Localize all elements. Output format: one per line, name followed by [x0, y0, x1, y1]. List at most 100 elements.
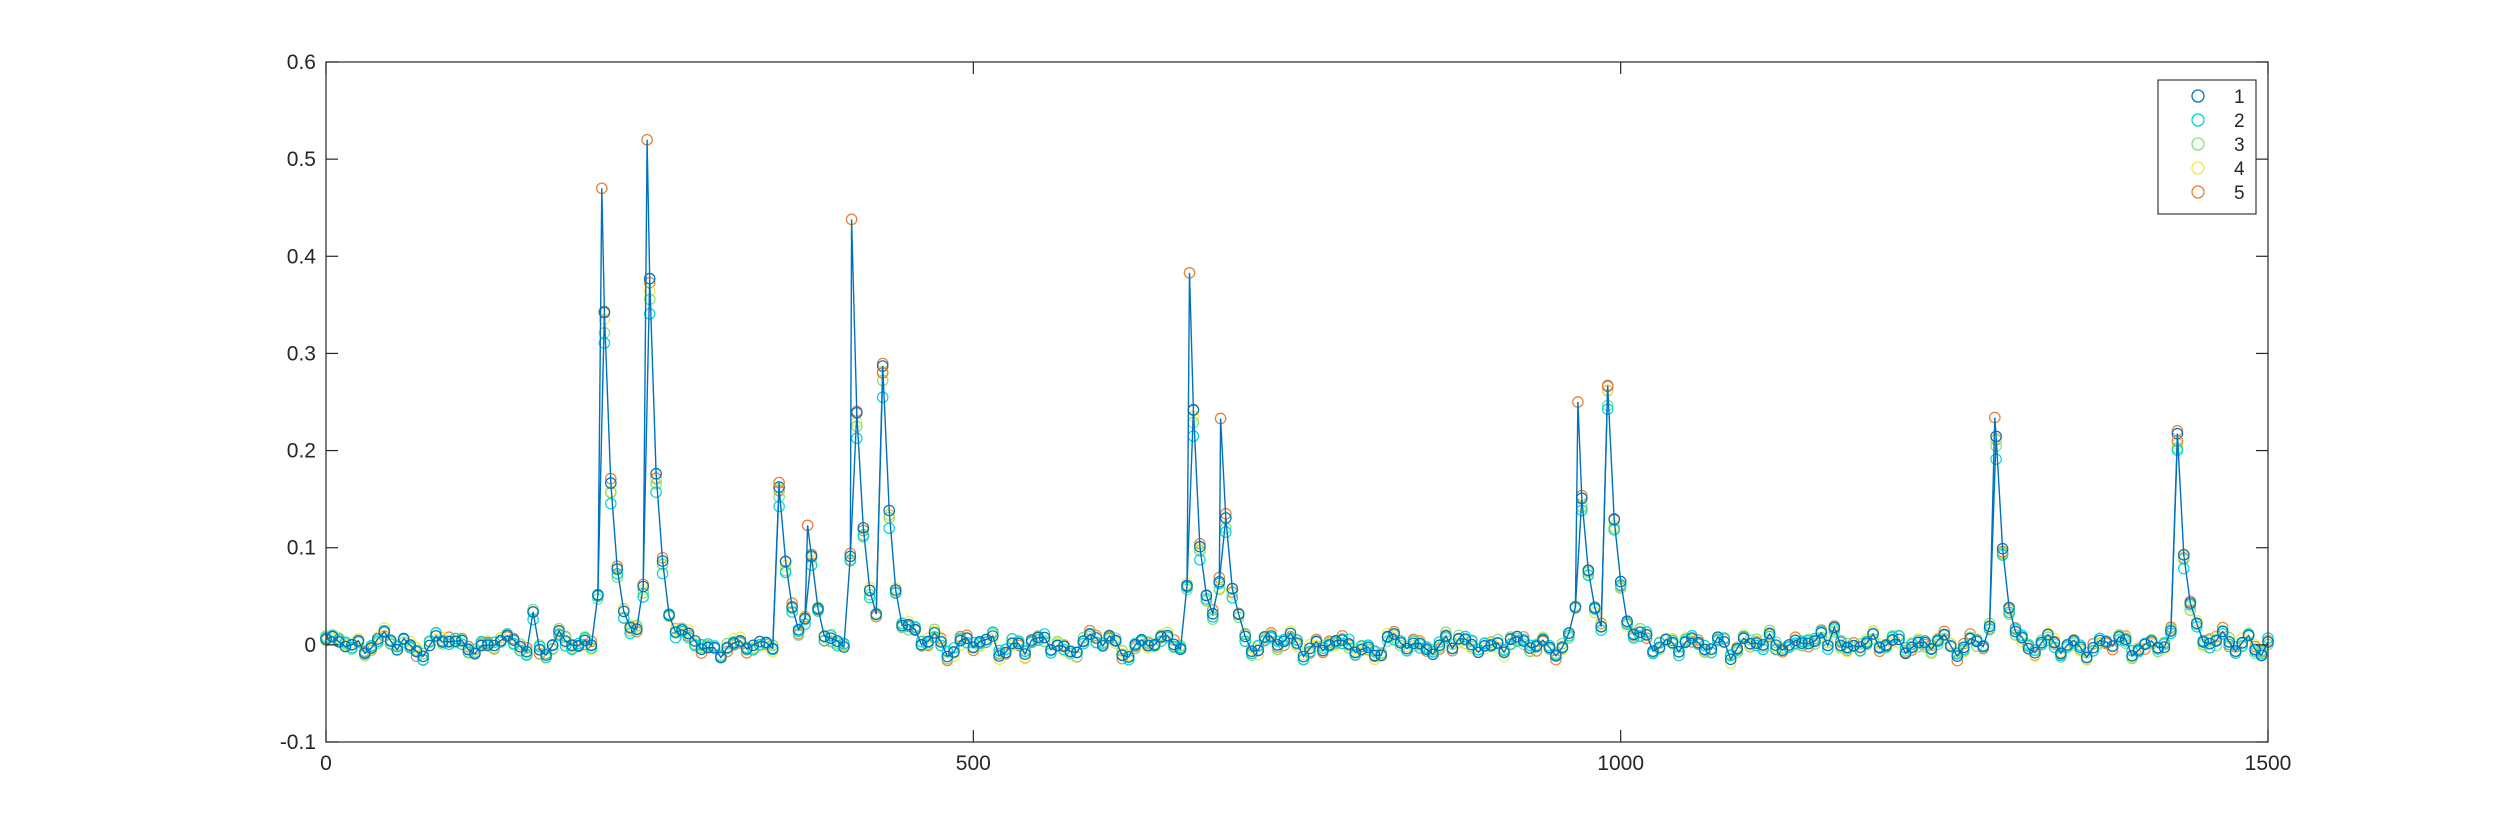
series-1-point — [1265, 630, 1277, 642]
series-2-point — [1355, 640, 1368, 652]
series-1-point — [980, 633, 993, 646]
series-2-point — [656, 567, 669, 580]
series-1-point — [1025, 634, 1038, 646]
series-1-point — [1427, 648, 1439, 661]
series-3-point — [1925, 647, 1938, 659]
series-1-point — [2197, 636, 2210, 648]
series-1-point — [2249, 643, 2261, 656]
series-4-markers — [320, 285, 2274, 669]
series-1-point — [967, 641, 980, 654]
series-1-point — [1291, 637, 1303, 649]
series-1-point — [1019, 648, 1031, 660]
series-1-point — [1524, 642, 1536, 654]
series-1-point — [1660, 633, 1672, 646]
series-3-point — [630, 619, 643, 632]
series-1-point — [2242, 629, 2255, 642]
series-1-point — [1860, 637, 1873, 649]
series-1-point — [2016, 631, 2028, 643]
series-1-point — [1724, 653, 1737, 666]
series-1-point — [1847, 639, 1860, 652]
series-1-point — [1640, 628, 1653, 641]
series-2-point — [507, 637, 520, 650]
y-tick-label: 0.5 — [287, 148, 316, 171]
series-1-point — [391, 643, 403, 656]
series-3-point — [1899, 644, 1912, 657]
series-1-point — [469, 647, 481, 660]
series-1-point — [1207, 607, 1219, 620]
series-3-point — [1381, 635, 1394, 647]
series-1-point — [540, 649, 552, 661]
series-1-point — [1491, 637, 1504, 649]
series-1-point — [2029, 646, 2041, 659]
legend-label-4: 4 — [2234, 159, 2245, 180]
series-2-point — [1893, 630, 1905, 642]
series-1-point — [2080, 651, 2093, 664]
series-2-point — [650, 486, 662, 498]
series-4-point — [378, 622, 391, 634]
series-1-point — [2126, 649, 2138, 662]
series-2-point — [533, 640, 546, 653]
series-1-point — [818, 630, 831, 643]
series-1-point — [695, 643, 708, 656]
series-1-markers — [320, 272, 2274, 666]
series-1-point — [1789, 634, 1802, 647]
series-1-point — [1090, 632, 1103, 644]
series-1-point — [1323, 639, 1336, 651]
series-2-point — [1226, 591, 1239, 604]
series-2-point — [1019, 645, 1031, 658]
series-1-point — [1627, 628, 1640, 641]
series-2-point — [430, 627, 442, 639]
series-1-point — [1977, 640, 1989, 653]
series-1-point — [1349, 646, 1362, 659]
series-3-point — [559, 631, 572, 643]
series-3-point — [488, 642, 501, 655]
series-1-point — [1537, 634, 1549, 646]
series-1-peak-line — [1988, 417, 1997, 627]
series-1-point — [1472, 646, 1485, 659]
legend-label-2: 2 — [2234, 111, 2245, 132]
series-1-point — [1381, 630, 1394, 643]
series-3-point — [928, 623, 941, 636]
series-2-point — [475, 635, 488, 648]
series-1-point — [546, 639, 559, 652]
series-1-peak-line — [1218, 418, 1227, 582]
series-2-point — [2158, 638, 2171, 650]
series-1-point — [1511, 630, 1523, 643]
series-3-point — [1699, 646, 1711, 658]
series-2-point — [980, 636, 993, 648]
series-1-point — [928, 627, 941, 639]
legend-box — [2157, 79, 2257, 215]
series-2-point — [1886, 631, 1899, 643]
series-1-point — [1155, 630, 1167, 643]
series-1-point — [1109, 634, 1122, 647]
series-1-point — [993, 650, 1005, 662]
series-2-point — [449, 632, 462, 645]
series-1-point — [786, 601, 798, 613]
series-2-point — [779, 566, 792, 579]
series-2-point — [1699, 639, 1711, 652]
series-1-peak-line — [642, 139, 651, 587]
series-1-point — [896, 619, 908, 632]
series-2-point — [604, 497, 617, 510]
series-1-point — [2255, 649, 2268, 662]
series-1-point — [1951, 650, 1964, 662]
series-2-point — [1712, 634, 1724, 646]
series-1-point — [339, 640, 352, 653]
series-3-point — [1809, 638, 1821, 650]
series-1-point — [1064, 645, 1077, 658]
series-1-point — [1077, 635, 1090, 648]
series-1-point — [507, 634, 520, 646]
series-2-point — [1194, 553, 1206, 566]
series-1-point — [1310, 635, 1323, 648]
series-1-point — [1045, 643, 1057, 656]
axes-frame — [325, 61, 2269, 743]
series-3-markers — [320, 293, 2274, 666]
series-1-point — [1258, 631, 1271, 643]
series-4-point — [1304, 638, 1316, 651]
series-2-point — [2113, 634, 2125, 646]
series-4-point — [1381, 627, 1394, 640]
legend-marker-5 — [2191, 185, 2205, 199]
series-1-point — [501, 629, 514, 642]
series-1-point — [2087, 641, 2099, 654]
